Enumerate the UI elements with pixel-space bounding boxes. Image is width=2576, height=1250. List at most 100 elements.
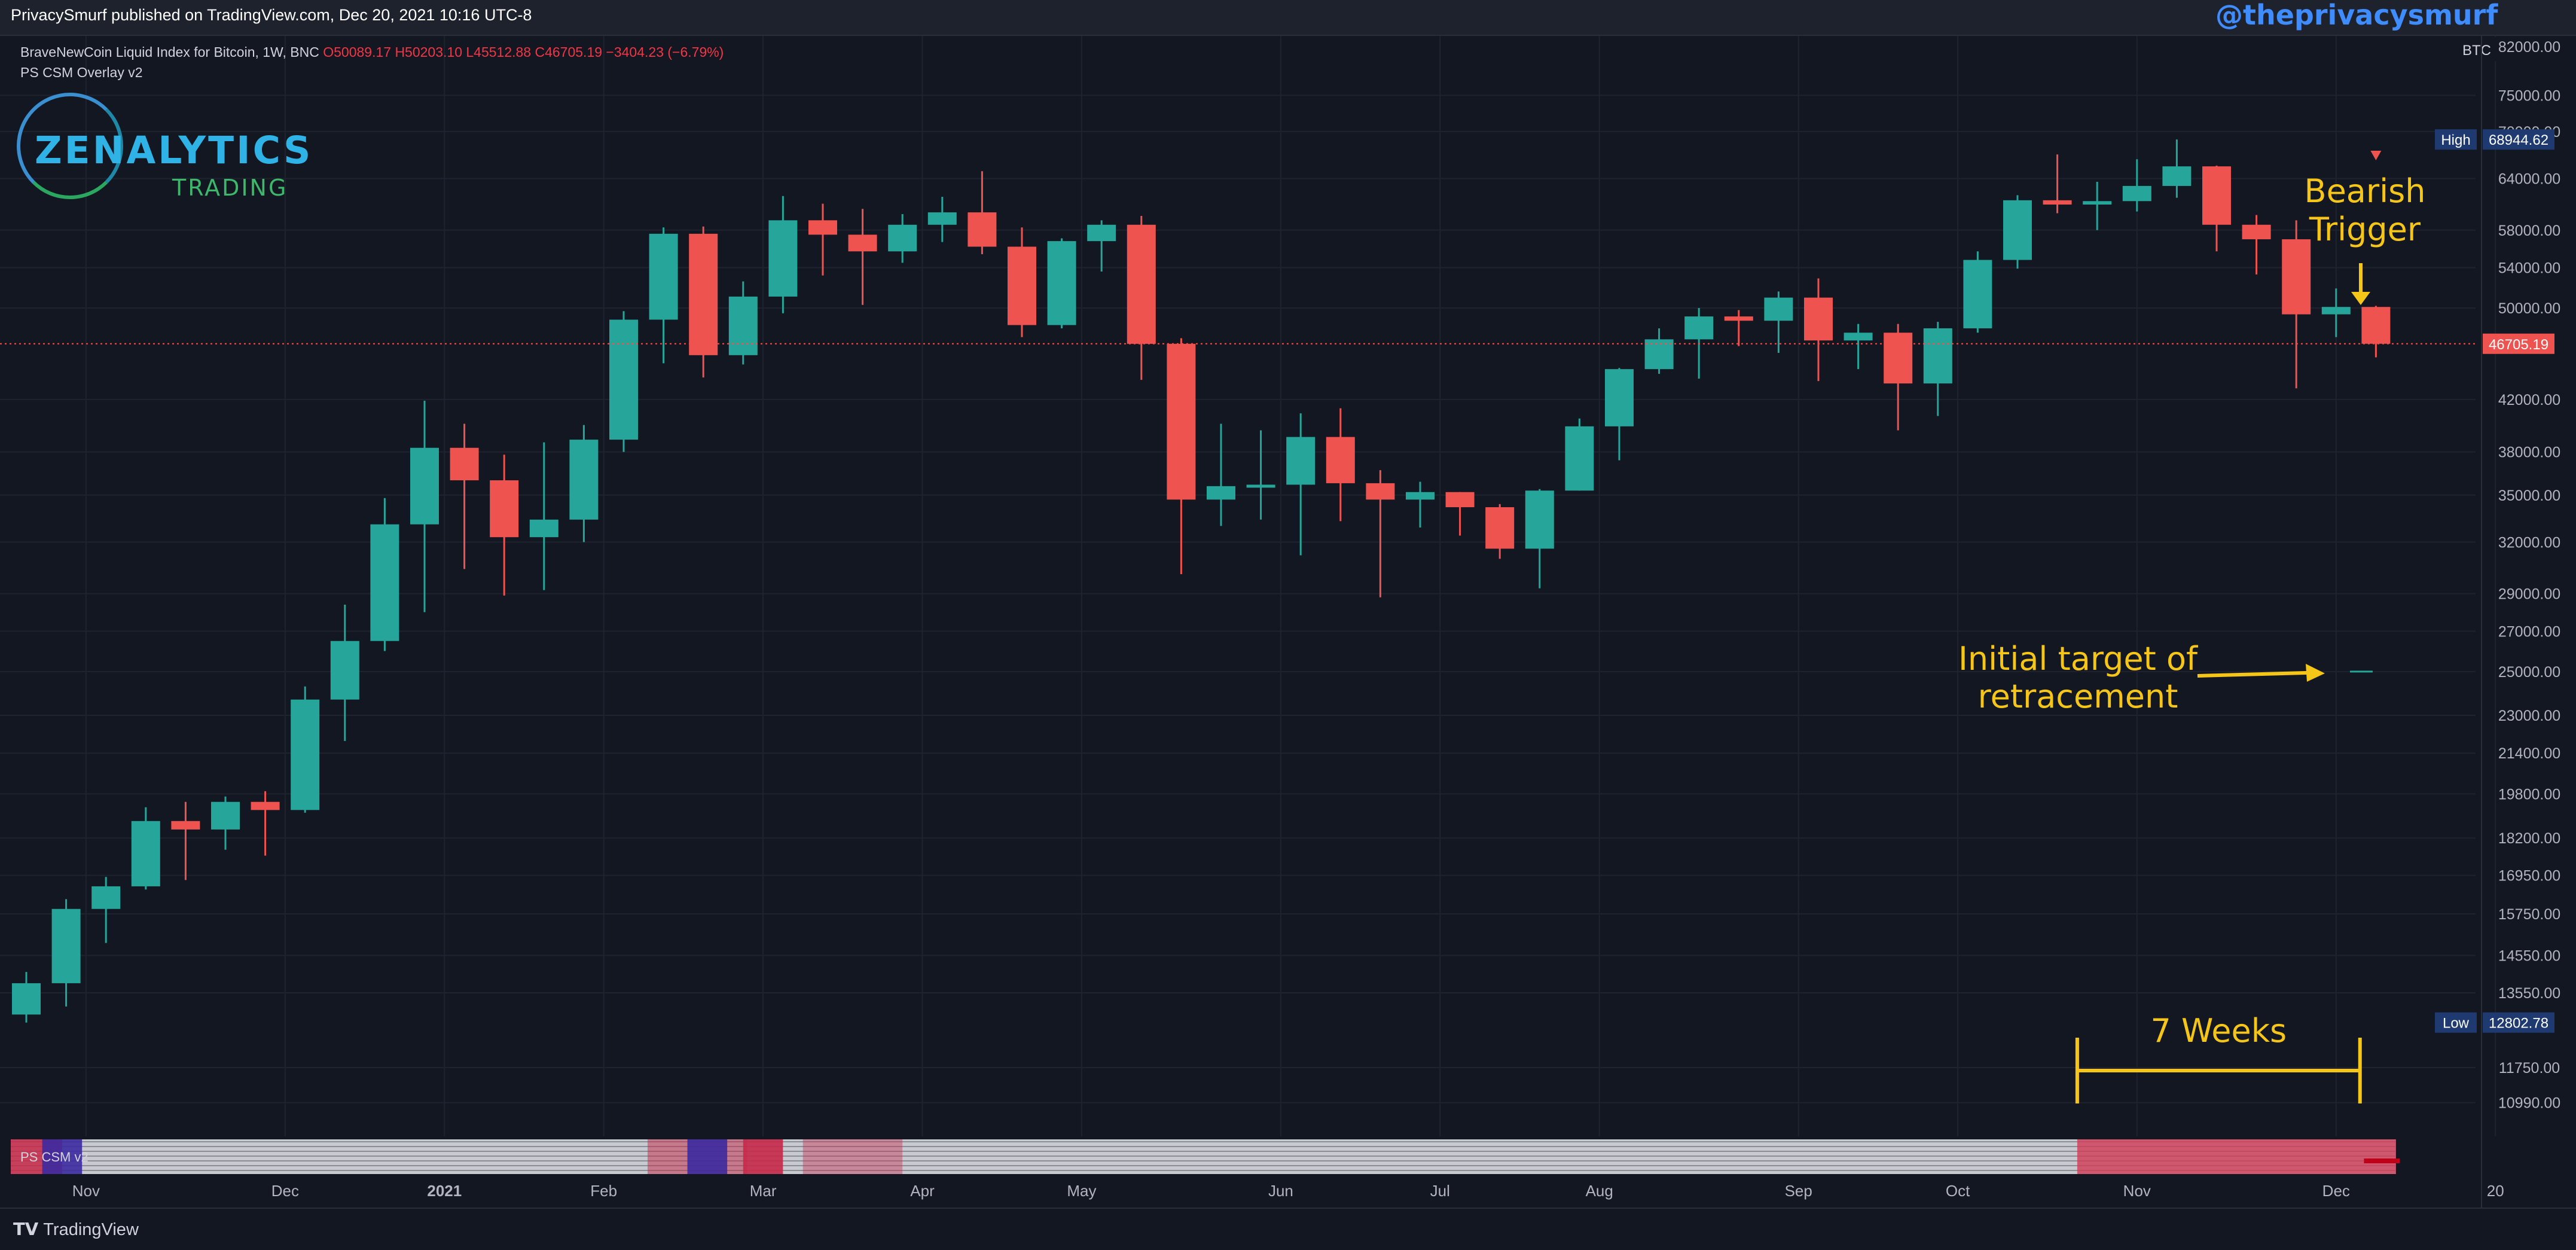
candle-body: [2321, 307, 2351, 315]
candle-body: [2122, 185, 2151, 202]
time-axis: Nov Dec 2021 Feb Mar Apr May Jun Jul Aug Sep Oct Nov…: [0, 1182, 2576, 1209]
high-price-tag-text: High: [2441, 132, 2470, 148]
publisher-text: PrivacySmurf published on TradingView.co…: [11, 6, 532, 24]
candle-body: [450, 447, 479, 481]
candle-body: [2162, 166, 2192, 186]
candle-body: [529, 519, 558, 538]
candle-body: [330, 641, 359, 700]
ohlc-values: O50089.17 H50203.10 L45512.88 C46705.19 …: [323, 44, 724, 60]
weeks-text: 7 Weeks: [2151, 1012, 2287, 1050]
logo-ring-icon: [17, 93, 123, 199]
csm-zone: [687, 1139, 728, 1174]
price-tick-label: 14550.00: [2498, 948, 2560, 965]
price-tick-label: 21400.00: [2498, 745, 2560, 762]
candle-body: [211, 801, 240, 830]
price-tick-label: 75000.00: [2498, 87, 2560, 104]
candlestick-series: [12, 139, 2391, 1023]
csm-pane-label: PS CSM v2: [20, 1150, 88, 1164]
price-tick-label: 16950.00: [2498, 868, 2560, 885]
candle-body: [649, 233, 678, 320]
candle-body: [1565, 426, 1594, 491]
candle-body: [2083, 201, 2112, 205]
candle-body: [251, 801, 280, 810]
indicator-name: PS CSM Overlay v2: [20, 65, 143, 80]
candle-body: [1684, 316, 1714, 340]
time-tick-label: Sep: [1785, 1182, 1812, 1200]
last-price-badge: [2483, 333, 2554, 354]
time-tick-label: Nov: [2123, 1182, 2151, 1200]
time-tick-label: Jul: [1430, 1182, 1450, 1200]
time-tick-label: Mar: [750, 1182, 777, 1200]
bearish-trigger-text: Trigger: [2309, 211, 2421, 248]
tradingview-logo-icon: 𝗧𝗩: [13, 1220, 44, 1239]
time-tick-label: Oct: [1946, 1182, 1970, 1200]
target-arrow-head-icon: [2306, 663, 2325, 682]
candle-body: [967, 212, 997, 247]
candle-body: [728, 296, 758, 355]
target-text: retracement: [1978, 678, 2178, 715]
time-tick-label: May: [1067, 1182, 1096, 1200]
candle-body: [888, 224, 917, 252]
high-marker-icon: [2370, 151, 2382, 160]
candle-body: [1087, 224, 1116, 242]
price-axis: 75000.0070000.0064000.0058000.0054000.00…: [2435, 36, 2560, 1208]
csm-zone: [802, 1139, 903, 1174]
price-tick-label: 58000.00: [2498, 222, 2560, 239]
candle-body: [2361, 307, 2391, 344]
csm-zone: [2077, 1139, 2396, 1174]
candle-body: [131, 821, 160, 886]
tradingview-brand[interactable]: 𝗧𝗩 TradingView: [13, 1220, 139, 1239]
price-tick-label: 19800.00: [2498, 786, 2560, 803]
candle-body: [1326, 437, 1355, 483]
candle-body: [1485, 507, 1515, 549]
candle-body: [1804, 297, 1833, 341]
candle-body: [569, 440, 599, 520]
price-tick-label: 13550.00: [2498, 985, 2560, 1002]
candle-body: [1286, 437, 1316, 485]
time-tick-label: Feb: [590, 1182, 617, 1200]
price-tick-label: 18200.00: [2498, 830, 2560, 847]
high-price-tag: [2435, 129, 2477, 150]
candle-body: [1764, 297, 1793, 321]
csm-zone: [42, 1139, 83, 1174]
author-handle: @theprivacysmurf: [2215, 0, 2498, 31]
candle-body: [1008, 246, 1036, 325]
candle-body: [2282, 239, 2311, 315]
candle-body: [51, 908, 81, 983]
time-tick-label: Dec: [2322, 1182, 2350, 1200]
time-tick-label: 2021: [427, 1182, 462, 1200]
candle-body: [1525, 490, 1554, 549]
last-price-value: 46705.19: [2489, 337, 2548, 353]
bearish-arrow-head-icon: [2351, 292, 2370, 305]
price-tick-label: 38000.00: [2498, 444, 2560, 461]
price-tick-label: 42000.00: [2498, 392, 2560, 408]
logo-name: ZENALYTICS: [35, 129, 313, 172]
candle-body: [2202, 166, 2231, 225]
candle-body: [2242, 224, 2271, 240]
candle-body: [1127, 224, 1156, 344]
candle-body: [2043, 200, 2072, 205]
candle-body: [848, 234, 877, 252]
low-price-badge: [2483, 1012, 2554, 1033]
candle-body: [1047, 241, 1076, 325]
candle-body: [2003, 200, 2032, 260]
csm-zone: [2364, 1158, 2400, 1163]
zenalytics-logo: ZENALYTICS TRADING: [17, 90, 310, 215]
candle-body: [490, 480, 519, 538]
candle-body: [1246, 484, 1275, 488]
candle-body: [171, 821, 200, 830]
price-tick-label: 10990.00: [2498, 1095, 2560, 1112]
candle-body: [1644, 339, 1674, 370]
currency-label: BTC: [2462, 42, 2491, 59]
target-text: Initial target of: [1958, 640, 2199, 678]
time-tick-label: Aug: [1586, 1182, 1613, 1200]
time-tick-label: Jun: [1268, 1182, 1293, 1200]
time-tick-label: Apr: [910, 1182, 935, 1200]
candle-body: [927, 212, 957, 225]
low-price-value: 12802.78: [2489, 1016, 2548, 1032]
candle-body: [1963, 260, 1992, 328]
candle-body: [12, 983, 41, 1015]
price-tick-label: 23000.00: [2498, 708, 2560, 724]
